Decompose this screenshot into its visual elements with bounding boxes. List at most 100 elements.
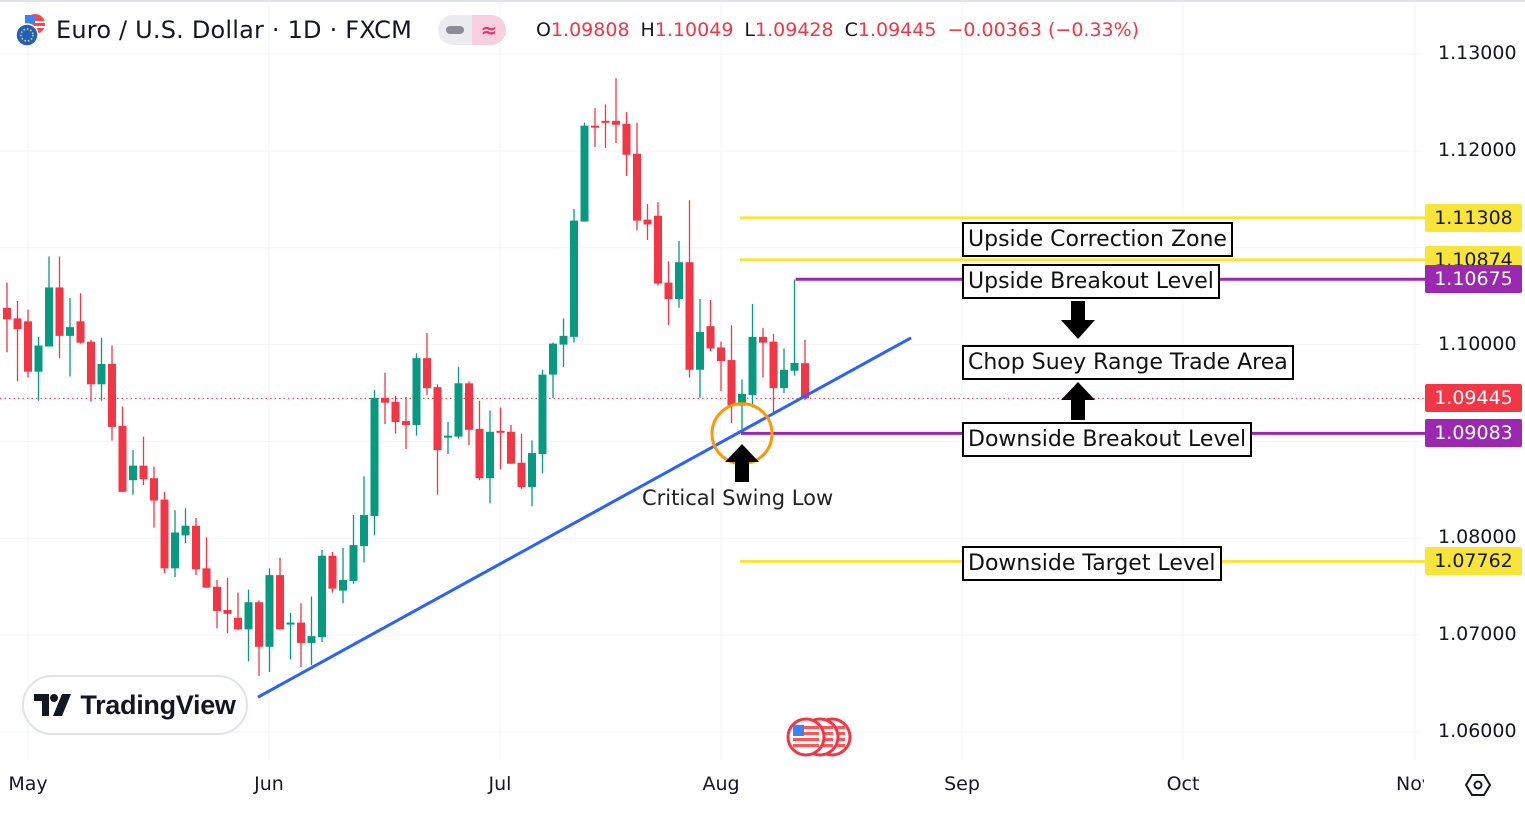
candle-bullish [360, 476, 368, 563]
candle-bullish [538, 369, 547, 474]
candle-body [171, 532, 179, 569]
candle-bullish [675, 240, 683, 308]
candle-body [150, 478, 158, 501]
candle-body [87, 341, 95, 385]
candle-body [24, 321, 32, 372]
symbol-title[interactable]: Euro / U.S. Dollar · 1D · FXCM [56, 16, 412, 44]
candle-body [129, 465, 137, 481]
candle-body [55, 287, 64, 336]
change-value: −0.00363 (−0.33%) [947, 19, 1140, 41]
arrow-up-icon [1061, 382, 1095, 420]
close-label: C [844, 19, 858, 41]
candle-body [307, 636, 316, 643]
candle-bearish [234, 592, 242, 631]
ohlc-values: O1.09808 H1.10049 L1.09428 C1.09445 −0.0… [536, 19, 1139, 41]
price-badge-downside-target: 1.07762 [1425, 547, 1522, 576]
candle-bullish [790, 279, 799, 376]
us-flag-icon [786, 717, 826, 757]
candle-body [244, 602, 253, 630]
candle-body [318, 555, 326, 638]
candle-body [276, 575, 284, 630]
candle-body [108, 363, 116, 427]
candle-body [265, 575, 274, 647]
candle-body [402, 421, 410, 425]
upside-breakout-level-label: Upside Breakout Level [962, 264, 1220, 299]
candle-bullish [486, 410, 494, 504]
candle-bullish [97, 337, 106, 401]
candle-bullish [580, 122, 589, 222]
indicator-pill[interactable]: ≈ [438, 15, 506, 45]
candle-bullish [549, 342, 557, 398]
candle-body [507, 431, 515, 464]
candle-bearish [402, 396, 410, 450]
open-value: 1.09808 [550, 19, 630, 41]
us-economic-events-icon[interactable] [784, 716, 858, 758]
candle-bullish [244, 589, 253, 662]
candle-body [580, 125, 589, 222]
candle-bullish [181, 508, 190, 544]
candle-body [675, 262, 683, 300]
candle-body [759, 336, 767, 343]
candle-body [13, 318, 22, 330]
candle-bullish [265, 568, 274, 672]
candle-body [34, 345, 43, 372]
candle-bearish [643, 204, 652, 240]
candle-bullish [307, 596, 316, 666]
candle-bearish [13, 300, 22, 382]
candle-bearish [76, 293, 85, 344]
candle-bearish [706, 300, 715, 352]
tradingview-logo[interactable]: TradingView [22, 675, 248, 735]
candle-body [213, 586, 221, 611]
candle-body [654, 215, 662, 284]
candle-body [738, 393, 746, 406]
candle-body [664, 282, 673, 300]
candle-body [433, 387, 442, 451]
time-label-jul: Jul [488, 773, 512, 795]
approx-icon[interactable]: ≈ [472, 15, 506, 45]
candle-bearish [433, 384, 442, 495]
candle-bearish [654, 202, 662, 286]
price-badge-current: 1.09445 [1425, 384, 1522, 413]
candle-body [465, 383, 473, 430]
candle-bearish [633, 122, 641, 231]
candle-bullish [339, 547, 347, 604]
low-label: L [744, 19, 756, 41]
time-label-oct: Oct [1166, 773, 1200, 795]
candle-body [622, 123, 631, 155]
flag-canton [793, 725, 804, 736]
candle-body [591, 125, 599, 128]
candle-body [517, 462, 526, 487]
chart-settings-icon[interactable] [1464, 771, 1492, 799]
chop-suey-range-label: Chop Suey Range Trade Area [962, 345, 1294, 380]
candle-body [612, 120, 620, 125]
open-label: O [536, 19, 551, 41]
candle-body [706, 326, 715, 349]
price-badge-upside-breakout: 1.10675 [1425, 265, 1522, 294]
candle-body [328, 555, 337, 589]
candle-body [717, 347, 725, 362]
candle-body [286, 622, 295, 625]
candle-body [790, 362, 799, 371]
candle-bearish [118, 406, 127, 492]
candle-bullish [559, 318, 568, 367]
candle-body [192, 525, 200, 570]
critical-swing-low-label: Critical Swing Low [642, 486, 834, 510]
minus-icon[interactable] [438, 15, 472, 45]
candle-bearish [87, 339, 95, 402]
price-tick-label: 1.10000 [1438, 332, 1517, 355]
candle-body [118, 425, 127, 492]
tradingview-logo-text: TradingView [80, 689, 236, 720]
candle-body [255, 602, 263, 647]
candle-body [202, 568, 211, 588]
candle-body [381, 397, 389, 403]
candle-bearish [423, 332, 431, 395]
candle-body [801, 363, 809, 399]
candle-body [486, 431, 494, 479]
price-tick-label: 1.06000 [1438, 720, 1517, 743]
candle-bearish [255, 600, 263, 676]
grid [0, 0, 1525, 760]
candle-bullish [318, 549, 326, 642]
candle-bullish [528, 440, 536, 507]
time-label-sep: Sep [944, 773, 980, 795]
